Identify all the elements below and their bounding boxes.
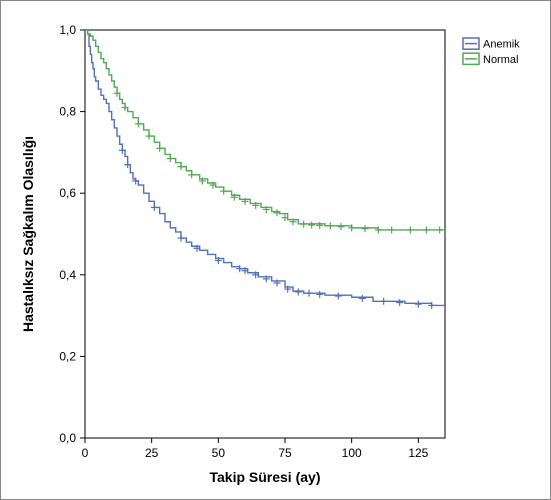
svg-text:0,2: 0,2: [59, 349, 76, 363]
svg-text:0,6: 0,6: [59, 186, 76, 200]
svg-text:100: 100: [342, 446, 362, 460]
svg-text:50: 50: [212, 446, 226, 460]
svg-text:0,4: 0,4: [59, 268, 76, 282]
survival-chart: 0 25 50 75 100 125 0,0 0,2 0,4 0,6 0,8 1,0 Takip Sür…: [0, 0, 551, 500]
svg-text:1,0: 1,0: [59, 23, 76, 37]
legend-label: Anemik: [483, 39, 520, 51]
svg-text:0: 0: [82, 446, 89, 460]
svg-text:0,8: 0,8: [59, 105, 76, 119]
svg-text:125: 125: [408, 446, 428, 460]
svg-text:0,0: 0,0: [59, 431, 76, 445]
svg-text:75: 75: [278, 446, 292, 460]
chart-container: 0 25 50 75 100 125 0,0 0,2 0,4 0,6 0,8 1,0 Takip Sür…: [0, 0, 551, 500]
svg-text:25: 25: [145, 446, 159, 460]
legend-label: Normal: [483, 54, 518, 66]
x-axis-label: Takip Süresi (ay): [209, 469, 320, 485]
y-axis-label: Hastalıksız Sağkalım Olasılığı: [20, 136, 36, 332]
